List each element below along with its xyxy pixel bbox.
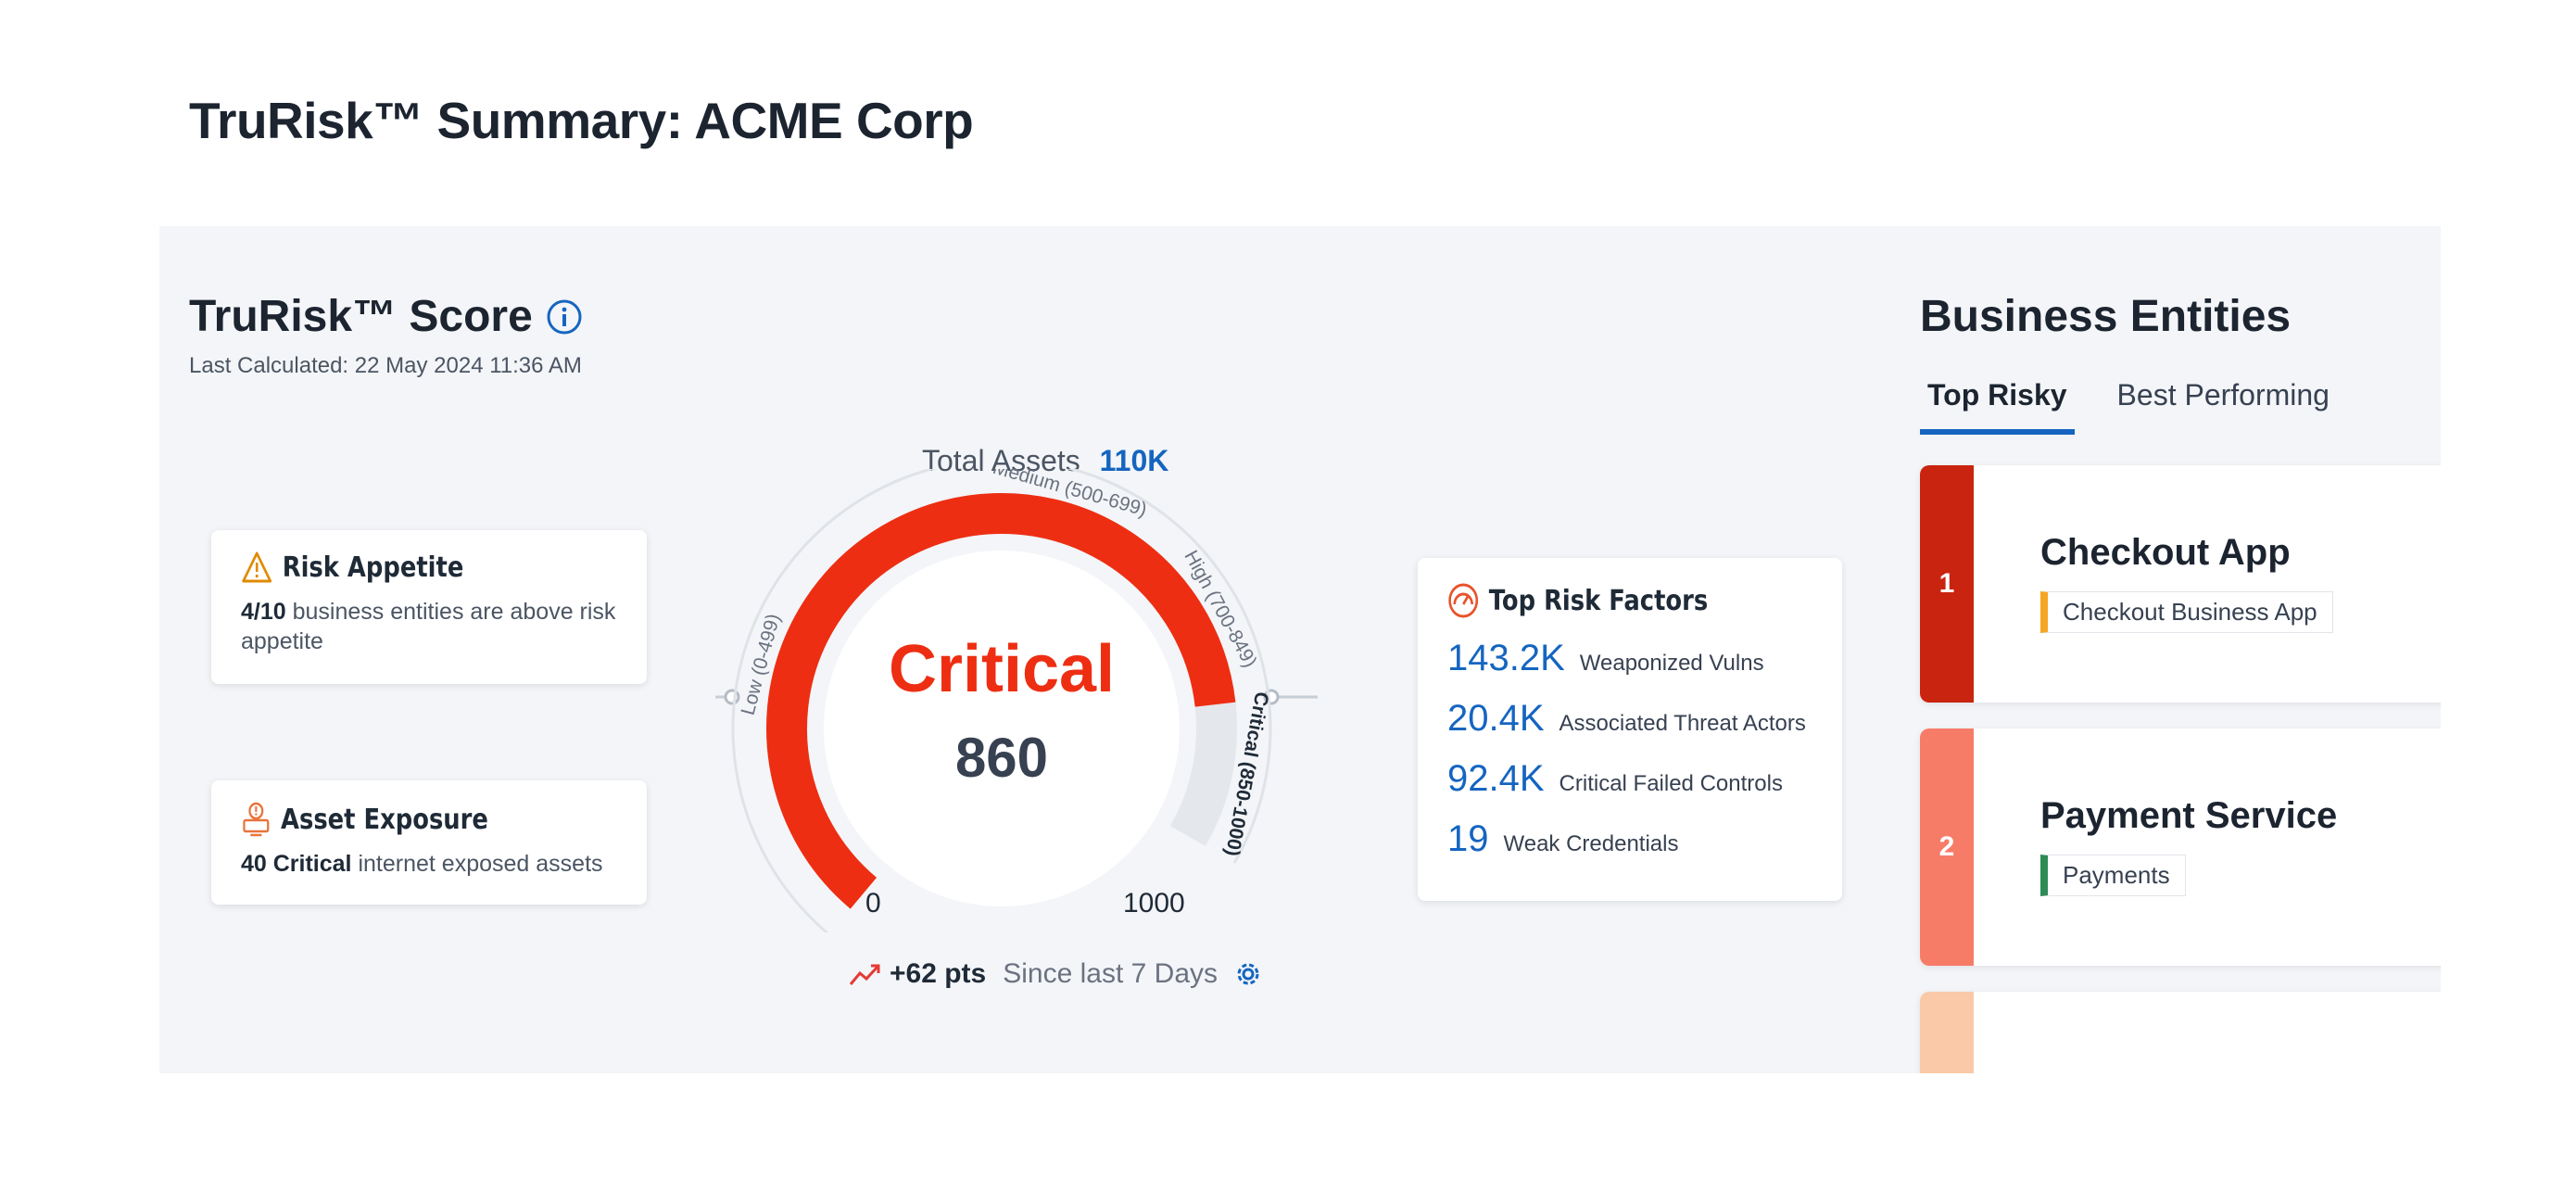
monitor-alert-icon [243, 802, 270, 837]
gauge-fill [766, 493, 1236, 909]
trurisk-gauge: Low (0-499)Medium (500-699)High (700-849… [715, 469, 1318, 932]
risk-appetite-header: Risk Appetite [241, 551, 564, 584]
top-risk-factors-title: Top Risk Factors [1488, 584, 1709, 617]
entity-rank: 1 [1920, 465, 1974, 703]
risk-factor-value: 143.2K [1447, 638, 1565, 678]
risk-factor-row[interactable]: 20.4K Associated Threat Actors [1447, 698, 1812, 740]
last-calculated: Last Calculated: 22 May 2024 11:36 AM [189, 353, 582, 379]
risk-factor-value: 20.4K [1447, 698, 1545, 739]
tab-top-risky[interactable]: Top Risky [1920, 378, 2075, 435]
entity-tag: Payments [2040, 855, 2186, 896]
risk-appetite-title: Risk Appetite [282, 551, 464, 584]
asset-exposure-header: Asset Exposure [241, 801, 564, 838]
gauge-inner-disc [824, 551, 1180, 906]
risk-factor-label: Weaponized Vulns [1579, 651, 1764, 676]
info-icon[interactable] [546, 298, 583, 336]
gauge-icon [1448, 583, 1479, 618]
asset-exposure-title: Asset Exposure [281, 803, 488, 836]
asset-exposure-card[interactable]: Asset Exposure 40 Critical internet expo… [211, 780, 647, 905]
risk-appetite-card[interactable]: Risk Appetite 4/10 business entities are… [211, 530, 647, 684]
gauge-severity: Critical [889, 632, 1115, 706]
risk-factor-label: Associated Threat Actors [1559, 711, 1806, 736]
risk-factor-row[interactable]: 92.4K Critical Failed Controls [1447, 758, 1812, 800]
top-risk-factors-card[interactable]: Top Risk Factors 143.2K Weaponized Vulns… [1418, 558, 1842, 901]
trend-delta: +62 pts [890, 958, 987, 989]
risk-appetite-text: business entities are above risk appetit… [241, 599, 616, 654]
risk-factor-row[interactable]: 19 Weak Credentials [1447, 818, 1812, 860]
risk-appetite-count: 4/10 [241, 599, 286, 625]
gauge-outer-ring [731, 469, 1272, 932]
last-calculated-label: Last Calculated: [189, 353, 349, 378]
risk-appetite-body: 4/10 business entities are above risk ap… [241, 597, 617, 656]
gauge-min-label: 0 [865, 888, 881, 918]
top-risk-factors-header: Top Risk Factors [1447, 582, 1762, 619]
gauge-score: 860 [955, 727, 1048, 789]
entity-name: Checkout App [2040, 532, 2291, 573]
score-title-row: TruRisk™ Score [189, 291, 583, 342]
entity-card[interactable] [1920, 992, 2441, 1073]
page-title: TruRisk™ Summary: ACME Corp [189, 92, 974, 149]
business-entities-tabs: Top Risky Best Performing [1920, 378, 2372, 435]
trend-since: Since last 7 Days [1003, 958, 1219, 989]
asset-exposure-count: 40 Critical [241, 851, 352, 877]
score-title: TruRisk™ Score [189, 292, 533, 341]
asset-exposure-body: 40 Critical internet exposed assets [241, 851, 617, 878]
trurisk-score-panel: TruRisk™ Score Last Calculated: 22 May 2… [159, 226, 2441, 1073]
entity-rank [1920, 992, 1974, 1073]
last-calculated-value: 22 May 2024 11:36 AM [354, 353, 582, 378]
risk-factor-value: 92.4K [1447, 758, 1545, 799]
tab-best-performing[interactable]: Best Performing [2116, 378, 2330, 412]
total-assets-label: Total Assets [922, 444, 1080, 477]
gear-icon[interactable] [1232, 958, 1264, 990]
risk-factor-label: Critical Failed Controls [1559, 771, 1783, 796]
total-assets: Total Assets 110K [922, 444, 1168, 478]
warning-icon [242, 551, 272, 583]
score-trend: +62 pts Since last 7 Days [849, 958, 1264, 990]
risk-factor-row[interactable]: 143.2K Weaponized Vulns [1447, 638, 1812, 679]
business-entities-title: Business Entities [1920, 292, 2292, 341]
gauge-max-label: 1000 [1123, 888, 1185, 918]
total-assets-value[interactable]: 110K [1099, 444, 1169, 477]
entity-card[interactable]: 1 Checkout App Checkout Business App [1920, 465, 2441, 703]
asset-exposure-text: internet exposed assets [358, 851, 603, 877]
entity-name: Payment Service [2040, 795, 2338, 836]
entity-tag: Checkout Business App [2040, 591, 2333, 633]
entity-rank: 2 [1920, 728, 1974, 966]
risk-factor-value: 19 [1447, 818, 1489, 859]
risk-factor-label: Weak Credentials [1503, 831, 1679, 856]
trend-up-icon [849, 964, 880, 985]
entity-card[interactable]: 2 Payment Service Payments [1920, 728, 2441, 966]
